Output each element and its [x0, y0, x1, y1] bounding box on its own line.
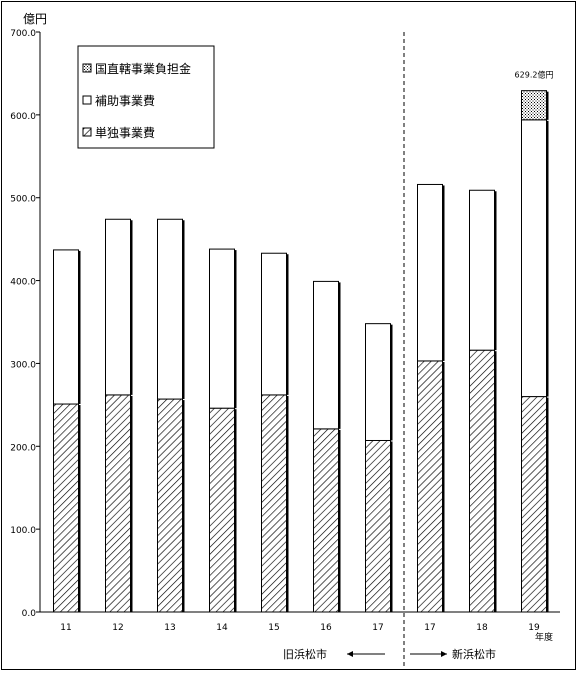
bar-segment	[521, 119, 547, 398]
y-tick-label: 0.0	[22, 609, 37, 619]
legend-label-independent: 単独事業費	[95, 125, 155, 140]
y-tick-label: 100.0	[10, 526, 36, 536]
bar-shadow	[286, 254, 289, 395]
bar-segment	[261, 252, 287, 396]
legend-swatch-hatched	[82, 127, 92, 137]
x-tick-label: 16	[320, 623, 332, 633]
bar-shadow	[130, 220, 133, 395]
bar-shadow	[286, 395, 289, 612]
group-labels: 旧浜松市 新浜松市	[283, 647, 496, 661]
y-tick-label: 200.0	[10, 443, 36, 453]
legend-swatch-white	[82, 95, 92, 105]
x-tick-label: 17	[372, 623, 383, 633]
bar-segment	[157, 398, 183, 613]
bar-segment	[365, 439, 391, 613]
bar-shadow	[494, 191, 497, 351]
group-label-new: 新浜松市	[452, 647, 496, 661]
y-axis-ticks: 0.0 100.0 200.0 300.0 400.0 500.0 600.0 700.0	[10, 29, 40, 619]
x-tick-label: 12	[112, 623, 123, 633]
x-tick-label: 13	[164, 623, 175, 633]
bar-shadow	[78, 405, 81, 612]
annotations: 629.2億円	[515, 70, 554, 80]
x-tick-label: 19	[528, 623, 540, 633]
bar-shadow	[442, 361, 445, 612]
legend-box	[77, 45, 215, 149]
legend-label-national-direct: 国直轄事業負担金	[95, 61, 191, 76]
bar-segment	[105, 218, 131, 396]
legend-label-subsidized: 補助事業費	[95, 93, 155, 108]
bar-shadow	[234, 250, 237, 409]
bars	[53, 90, 549, 613]
bar-segment	[469, 189, 495, 351]
bar-segment	[105, 394, 131, 613]
y-tick-label: 400.0	[10, 278, 36, 288]
bar-segment	[417, 183, 443, 362]
bar-segment	[417, 360, 443, 613]
group-label-old: 旧浜松市	[283, 647, 327, 661]
bar-shadow	[338, 429, 341, 612]
bar-shadow	[546, 91, 549, 120]
y-tick-label: 700.0	[10, 29, 36, 39]
x-tick-label: 17	[424, 623, 435, 633]
legend-swatch-dotted	[82, 63, 92, 73]
bar-shadow	[494, 351, 497, 612]
y-axis-unit-label: 億円	[23, 12, 47, 26]
bar-segment	[53, 403, 79, 613]
bar-segment	[209, 407, 235, 613]
bar-segment	[209, 248, 235, 409]
total-annotation: 629.2億円	[515, 70, 554, 80]
group-arrow-right-head	[441, 651, 447, 657]
bar-segment	[521, 90, 547, 121]
axes	[39, 32, 560, 613]
bar-segment	[365, 323, 391, 441]
bar-shadow	[390, 441, 393, 612]
group-arrow-left-head	[347, 651, 353, 657]
bar-segment	[521, 396, 547, 613]
bar-segment	[261, 394, 287, 613]
bar-shadow	[182, 400, 185, 612]
bar-segment	[313, 428, 339, 613]
bar-segment	[53, 249, 79, 405]
bar-shadow	[234, 409, 237, 612]
bar-shadow	[78, 250, 81, 405]
x-tick-label: 11	[60, 623, 71, 633]
y-tick-label: 600.0	[10, 112, 36, 122]
y-tick-label: 500.0	[10, 195, 36, 205]
legend: 国直轄事業負担金 補助事業費 単独事業費	[77, 45, 215, 149]
bar-shadow	[390, 324, 393, 441]
x-axis-unit-label: 年度	[535, 631, 553, 643]
bar-segment	[313, 280, 339, 430]
x-tick-label: 15	[268, 623, 279, 633]
bar-shadow	[546, 397, 549, 612]
bar-segment	[157, 218, 183, 400]
bar-shadow	[546, 120, 549, 397]
bar-shadow	[338, 282, 341, 429]
bar-segment	[469, 349, 495, 613]
bar-shadow	[442, 185, 445, 361]
bar-shadow	[182, 220, 185, 400]
x-tick-label: 18	[476, 623, 488, 633]
x-axis-ticks: 11 12 13 14 15 16 17 17 18 19	[60, 623, 540, 633]
bar-shadow	[130, 395, 133, 612]
y-tick-label: 300.0	[10, 360, 36, 370]
x-tick-label: 14	[216, 623, 228, 633]
